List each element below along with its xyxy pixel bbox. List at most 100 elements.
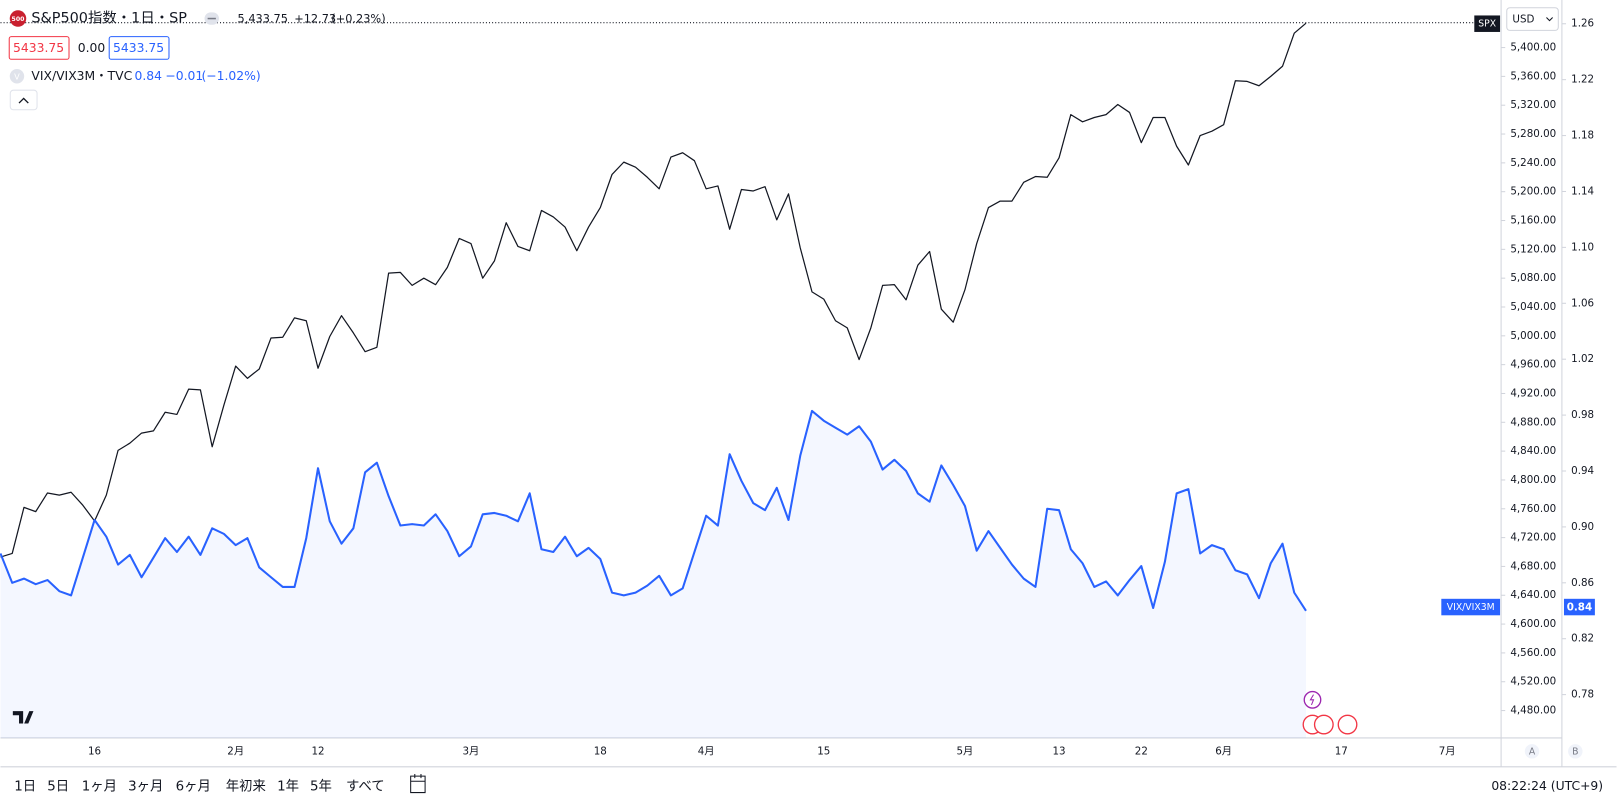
y-tick-label: 1.18 [1571,130,1594,142]
y-tick-label: 0.82 [1571,633,1594,645]
y-tick-label: 5,040.00 [1510,301,1556,313]
y-tick-label: 4,600.00 [1510,618,1556,630]
vix-tag-text: VIX/VIX3M [1447,602,1495,613]
last-price: 5,433.75 [238,12,288,26]
y-tick-label: 0.98 [1571,409,1594,421]
y-tick-label: 4,680.00 [1510,560,1556,572]
y-tick-label: 5,160.00 [1510,215,1556,227]
y-tick-label: 5,000.00 [1510,330,1556,342]
y-tick-label: 0.90 [1571,521,1594,533]
collapse-icon [18,97,29,104]
ask: 5433.75 [113,41,164,55]
scale-a: A [1529,746,1536,757]
y-tick-label: 4,760.00 [1510,503,1556,515]
area-fill [0,410,1306,738]
x-tick-label: 17 [1335,745,1348,757]
vix-value-tag [1563,598,1595,616]
y-tick-label: 4,960.00 [1510,359,1556,371]
y-tick-label: 4,640.00 [1510,589,1556,601]
x-tick-label: 5月 [956,745,973,757]
period-button[interactable]: 1日 [14,779,36,794]
y-tick-label: 5,280.00 [1510,128,1556,140]
y-tick-label: 1.22 [1571,74,1594,86]
study-change-pct: (−1.02%) [201,69,260,83]
line [0,409,1307,612]
y-tick-label: 5,400.00 [1510,42,1556,54]
spx-tag [1474,15,1501,32]
y-tick-label: 4,560.00 [1510,647,1556,659]
x-tick-label: 15 [817,745,830,757]
event-icon [1309,694,1315,706]
x-tick-label: 16 [88,745,101,757]
x-tick-label: 4月 [698,745,715,757]
ask-box[interactable] [108,36,170,60]
y-tick-label: 1.06 [1571,297,1594,309]
y-tick-label: 5,200.00 [1510,186,1556,198]
x-tick-label: 22 [1135,745,1148,757]
y-tick-label: 1.14 [1571,185,1594,197]
y-tick-label: 0.78 [1571,689,1594,701]
currency: USD [1512,14,1534,26]
currency-select[interactable] [1506,7,1559,31]
y-tick-label: 1.02 [1571,353,1594,365]
date-range-icon[interactable] [410,774,426,794]
y-tick-label: 4,840.00 [1510,445,1556,457]
y-tick-label: 5,240.00 [1510,157,1556,169]
y-tick-label: 1.10 [1571,241,1594,253]
period-button[interactable]: 年初来 [226,778,266,794]
vix-tag [1441,598,1501,616]
flag-icon[interactable] [1337,714,1358,735]
clock: 08:22:24 (UTC+9) [1491,779,1603,793]
logo-text: 500 [12,16,25,23]
x-tick-label: 18 [594,745,607,757]
y-tick-label: 4,480.00 [1510,705,1556,717]
y-tick-label: 4,520.00 [1510,676,1556,688]
y-tick-label: 4,720.00 [1510,532,1556,544]
period-bar: 1日 5日 1ヶ月 3ヶ月 6ヶ月 年初来 1年 5年 すべて [14,778,384,794]
change: +12.73 [294,12,336,26]
symbol-logo [9,10,27,27]
y-tick-label: 4,800.00 [1510,474,1556,486]
bid: 5433.75 [13,41,64,55]
period-button[interactable]: 6ヶ月 [176,779,211,794]
x-tick-label: 12 [311,745,324,757]
period-button[interactable]: 5日 [47,779,69,794]
spx-tag-text: SPX [1478,19,1496,30]
y-tick-label: 4,920.00 [1510,387,1556,399]
x-tick-label: 3月 [463,745,480,757]
x-tick-label: 6月 [1215,745,1232,757]
study-title[interactable]: VIX/VIX3M・TVC [31,69,132,83]
scale-b: B [1572,746,1578,757]
spread: 0.00 [78,41,106,55]
study-icon [9,69,25,84]
x-tick-label: 13 [1052,745,1065,757]
study-icon-text: V [14,71,20,81]
y-tick-label: 5,080.00 [1510,272,1556,284]
collapse-button[interactable] [9,89,38,111]
tv-logo[interactable] [12,711,34,724]
flag-icon[interactable] [1313,714,1334,735]
y-tick-label: 0.94 [1571,465,1594,477]
study-last: 0.84 [134,69,162,83]
scale-a-button[interactable] [1524,744,1540,759]
y-tick-label: 5,360.00 [1510,70,1556,82]
period-button[interactable]: 1ヶ月 [82,779,117,794]
change-pct: (+0.23%) [331,12,385,26]
y-tick-label: 5,320.00 [1510,99,1556,111]
y-tick-label: 5,120.00 [1510,243,1556,255]
period-button[interactable]: 5年 [310,778,332,794]
period-button[interactable]: 3ヶ月 [128,779,163,794]
y-tick-label: 1.26 [1571,18,1594,30]
bid-box[interactable] [8,36,70,60]
line [0,22,1307,558]
period-button[interactable]: すべて [346,778,385,794]
period-button[interactable]: 1年 [277,778,299,794]
x-tick-label: 2月 [227,745,244,757]
scale-b-button[interactable] [1568,744,1583,759]
axes: 4,480.00 4,520.00 4,560.00 4,600.00 4,640.00… [88,18,1594,758]
symbol-title[interactable]: S&P500指数・1日・SP [31,10,187,27]
y-tick-label: 4,880.00 [1510,416,1556,428]
